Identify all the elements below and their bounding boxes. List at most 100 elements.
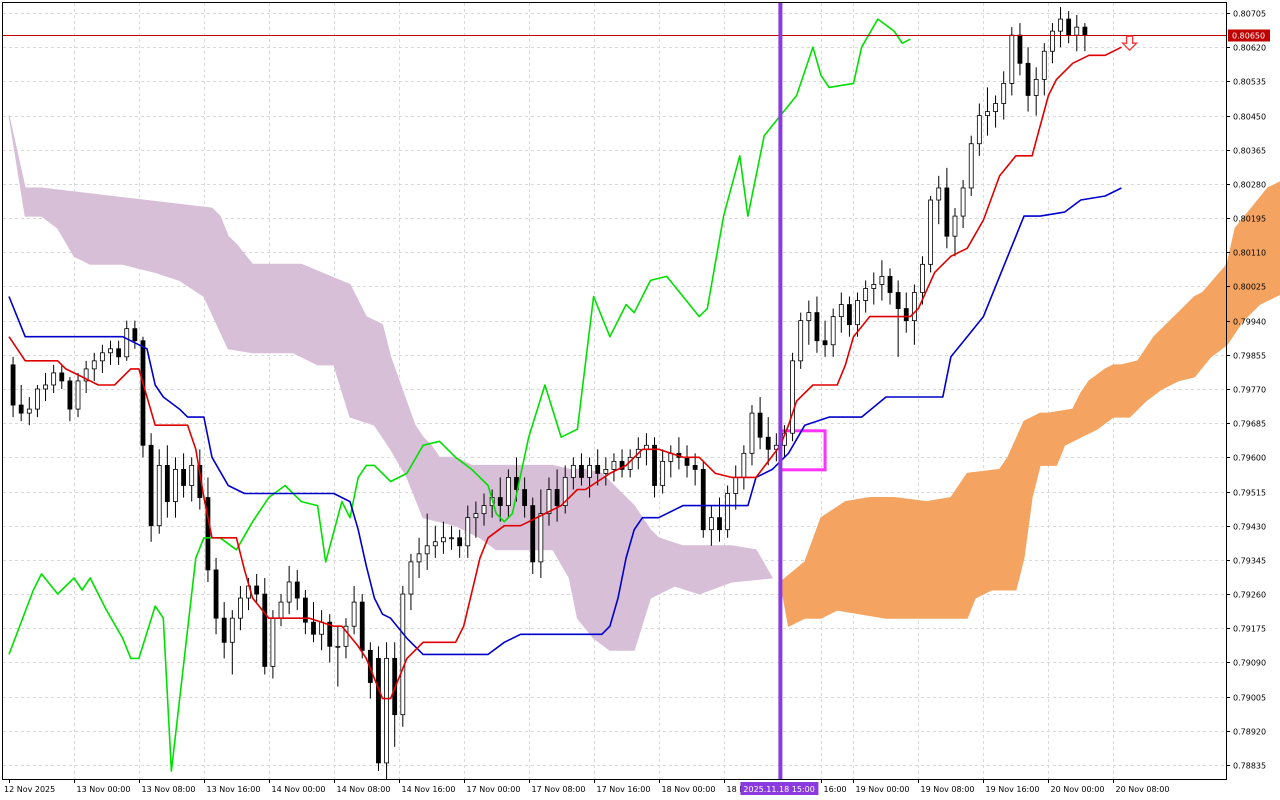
candle-body-bull: [838, 304, 844, 318]
candle-body-bull: [416, 553, 422, 563]
candle-body-bull: [790, 360, 795, 434]
candle-body-bear: [132, 328, 138, 342]
candle-body-bull: [449, 537, 454, 540]
sell-arrow-icon: [1121, 35, 1139, 52]
overlay-labels: 0.80650 2025.11.18 15:00: [740, 29, 1270, 795]
candle: [798, 312, 804, 369]
candle-body-bear: [814, 312, 820, 342]
x-tick-label: 14 Nov 00:00: [272, 785, 326, 794]
candle: [790, 352, 795, 442]
candle: [554, 469, 560, 522]
candle-body-bear: [530, 505, 536, 563]
candle-body-bear: [67, 380, 73, 410]
candle-body-bull: [238, 597, 243, 619]
candle-body-bear: [311, 621, 316, 635]
candle-body-bear: [1017, 34, 1023, 64]
candle-body-bull: [441, 537, 446, 543]
candle-body-bull: [976, 115, 982, 145]
y-tick-label: 0.80110: [1233, 249, 1266, 258]
candle: [976, 103, 982, 156]
candle: [968, 135, 974, 196]
candle: [603, 457, 609, 486]
candle-body-bear: [717, 517, 722, 531]
candle-body-bull: [911, 292, 917, 322]
candle-body-bull: [1074, 26, 1080, 36]
y-tick-label: 0.80280: [1233, 181, 1266, 190]
candle-body-bull: [798, 320, 804, 362]
x-tick-label: 19 Nov 16:00: [986, 785, 1040, 794]
candle: [587, 457, 592, 498]
candle: [91, 352, 97, 381]
candle-body-bull: [871, 284, 877, 289]
candle: [457, 529, 463, 558]
candle: [327, 614, 333, 663]
y-tick-label: 0.79855: [1233, 352, 1266, 361]
candle: [67, 376, 73, 422]
x-tick-label: 20 Nov 00:00: [1051, 785, 1105, 794]
candle-body-bull: [91, 360, 97, 370]
candle: [700, 461, 706, 538]
candle-body-bull: [124, 328, 130, 358]
time-axis[interactable]: 12 Nov 2025 13 Nov 00:00 13 Nov 08:00 13 No…: [4, 779, 1169, 794]
markers: [3, 3, 1226, 779]
candle-body-bull: [879, 276, 885, 285]
candle-body-bull: [570, 464, 576, 478]
x-tick-label: 19 Nov 08:00: [921, 785, 975, 794]
candle-body-bull: [611, 460, 617, 470]
candle-body-bear: [164, 464, 170, 502]
candle-body-bull: [473, 513, 479, 519]
candle-body-bear: [944, 187, 950, 237]
candle-body-bear: [757, 412, 763, 438]
candle: [863, 280, 869, 313]
candle-body-bear: [692, 464, 698, 470]
candle: [156, 449, 162, 534]
candle-body-bear: [18, 404, 24, 414]
candle-body-bear: [116, 348, 122, 358]
candle: [26, 397, 32, 426]
y-tick-label: 0.78920: [1233, 728, 1266, 737]
candle-body-bull: [538, 513, 544, 563]
y-tick-label: 0.79685: [1233, 420, 1266, 429]
price-axis[interactable]: 0.80705 0.80620 0.80535 0.80450 0.80365 0.802…: [1226, 10, 1266, 771]
candles: [10, 7, 1088, 779]
candle: [660, 449, 666, 494]
candle-body-bull: [928, 199, 934, 265]
candle-body-bear: [457, 537, 463, 547]
candle: [879, 260, 885, 301]
candle: [920, 256, 925, 305]
candle: [814, 296, 820, 353]
candle-body-bull: [733, 477, 739, 494]
candle: [895, 280, 901, 357]
candle-body-bull: [35, 388, 40, 410]
candle: [1033, 67, 1039, 116]
candle-body-bull: [351, 601, 357, 627]
x-tick-label: 13 Nov 08:00: [142, 785, 196, 794]
candle-body-bull: [270, 617, 276, 667]
candle: [432, 525, 438, 558]
candle-body-bear: [1082, 26, 1088, 36]
x-tick-label: 13 Nov 00:00: [77, 785, 131, 794]
candle: [465, 505, 471, 558]
candle: [189, 457, 195, 502]
candle: [928, 195, 934, 273]
candle: [229, 610, 235, 675]
candle-body-bull: [749, 412, 755, 454]
candle-body-bull: [855, 300, 860, 326]
candle: [911, 284, 917, 345]
candle-body-bull: [189, 464, 195, 486]
candle-body-bear: [684, 456, 690, 466]
candle-body-bear: [294, 581, 300, 599]
candle: [140, 336, 146, 458]
candle: [522, 477, 528, 518]
candle: [530, 497, 536, 574]
candle-body-bull: [936, 187, 942, 201]
candle-body-bull: [75, 380, 81, 410]
candle-body-bull: [741, 452, 747, 478]
candle-body-bull: [1009, 34, 1015, 84]
candle-body-bull: [99, 352, 105, 362]
candle: [35, 384, 40, 418]
candle: [806, 300, 812, 345]
kijun-line: [8, 187, 1122, 656]
candle: [936, 175, 942, 225]
